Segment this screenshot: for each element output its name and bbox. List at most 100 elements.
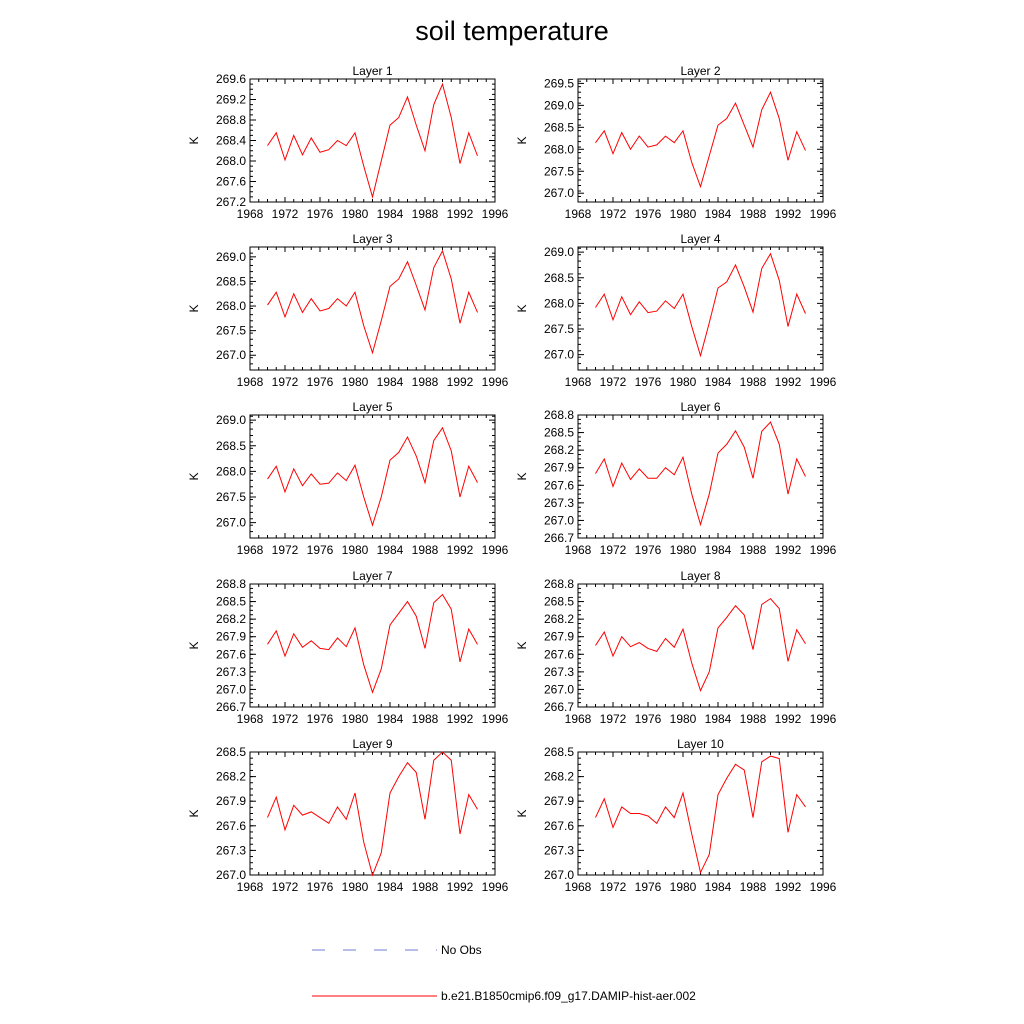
layer-1-series-line — [267, 82, 478, 199]
layer-1-ytick-label: 268.4 — [216, 134, 246, 148]
layer-9-ytick-label: 267.6 — [216, 819, 246, 833]
layer-8-ytick-label: 267.3 — [544, 665, 574, 679]
layer-4-ytick-label: 268.5 — [544, 271, 574, 285]
layer-8-ytick-label: 267.9 — [544, 630, 574, 644]
layer-3-xtick-label: 1968 — [237, 375, 264, 389]
layer-10-xtick-label: 1968 — [565, 880, 592, 894]
layer-5-ytick-label: 268.5 — [216, 439, 246, 453]
layer-5-ytick-label: 267.5 — [216, 490, 246, 504]
layer-8-ytick-label: 268.2 — [544, 612, 574, 626]
layer-10-xtick-label: 1976 — [635, 880, 662, 894]
layer-4-plot-frame — [577, 246, 824, 371]
layer-3-ytick-label: 267.0 — [216, 348, 246, 362]
layer-9-xtick-label: 1972 — [272, 880, 299, 894]
layer-1-xtick-label: 1968 — [237, 207, 264, 221]
layer-2-xtick-label: 1980 — [670, 207, 697, 221]
layer-9-xtick-label: 1968 — [237, 880, 264, 894]
legend-label-no-obs: No Obs — [441, 943, 482, 957]
layer-3-series-line — [267, 249, 478, 355]
layer-1-xtick-label: 1972 — [272, 207, 299, 221]
layer-9-xtick-label: 1980 — [342, 880, 369, 894]
layer-7-ytick-label: 266.7 — [216, 700, 246, 714]
layer-6-xtick-label: 1984 — [705, 543, 732, 557]
layer-6-ytick-label: 267.6 — [544, 478, 574, 492]
layer-7-ytick-label: 267.3 — [216, 665, 246, 679]
layer-9-xtick-label: 1996 — [482, 880, 509, 894]
layer-4-xtick-label: 1980 — [670, 375, 697, 389]
layer-5-series-line — [267, 426, 478, 527]
layer-4-xtick-label: 1972 — [600, 375, 627, 389]
layer-6-xtick-label: 1980 — [670, 543, 697, 557]
layer-2-title: Layer 2 — [680, 64, 720, 78]
legend-label-model: b.e21.B1850cmip6.f09_g17.DAMIP-hist-aer.… — [441, 989, 696, 1003]
layer-2-xtick-label: 1984 — [705, 207, 732, 221]
layer-9-xtick-label: 1988 — [412, 880, 439, 894]
panel-grid: Layer 1 1968 1972 1976 1980 1984 1988 1992 1996 2… — [187, 64, 837, 894]
layer-5-ytick-label: 268.0 — [216, 464, 246, 478]
layer-3-ytick-label: 267.5 — [216, 324, 246, 338]
layer-3-xtick-label: 1984 — [377, 375, 404, 389]
layer-5-ylabel: K — [187, 472, 201, 480]
layer-2-xtick-label: 1988 — [740, 207, 767, 221]
layer-7-title: Layer 7 — [352, 569, 392, 583]
layer-3-ytick-label: 268.0 — [216, 299, 246, 313]
layer-5-title: Layer 5 — [352, 400, 392, 414]
layer-10-ytick-label: 267.0 — [544, 868, 574, 882]
layer-1-xtick-label: 1976 — [307, 207, 334, 221]
layer-1-title: Layer 1 — [352, 64, 392, 78]
layer-3-ytick-label: 268.5 — [216, 274, 246, 288]
layer-6-ytick-label: 268.5 — [544, 426, 574, 440]
layer-2-xtick-label: 1976 — [635, 207, 662, 221]
layer-9-ytick-label: 268.2 — [216, 770, 246, 784]
layer-9-series-line — [267, 751, 478, 877]
layer-8-ytick-label: 267.6 — [544, 647, 574, 661]
layer-5-xtick-label: 1988 — [412, 543, 439, 557]
layer-8-xtick-label: 1984 — [705, 712, 732, 726]
layer-7-ytick-label: 267.9 — [216, 630, 246, 644]
layer-5-ytick-label: 267.0 — [216, 516, 246, 530]
layer-7-xtick-label: 1976 — [307, 712, 334, 726]
layer-6-xtick-label: 1976 — [635, 543, 662, 557]
layer-7-ytick-label: 268.2 — [216, 612, 246, 626]
layer-8-xtick-label: 1968 — [565, 712, 592, 726]
layer-10-xtick-label: 1980 — [670, 880, 697, 894]
layer-3-xtick-label: 1980 — [342, 375, 369, 389]
layer-1-xtick-label: 1988 — [412, 207, 439, 221]
layer-6-xtick-label: 1968 — [565, 543, 592, 557]
layer-2-xtick-label: 1972 — [600, 207, 627, 221]
layer-7-xtick-label: 1988 — [412, 712, 439, 726]
layer-8-ytick-label: 268.5 — [544, 595, 574, 609]
layer-4-xtick-label: 1996 — [810, 375, 837, 389]
panel-layer-1: Layer 1 1968 1972 1976 1980 1984 1988 1992 1996 2… — [187, 64, 509, 221]
panel-layer-4: Layer 4 1968 1972 1976 1980 1984 1988 1992 1996 2… — [515, 232, 837, 389]
layer-4-ytick-label: 267.5 — [544, 322, 574, 336]
layer-7-series-line — [267, 593, 478, 694]
layer-8-xtick-label: 1996 — [810, 712, 837, 726]
layer-10-xtick-label: 1972 — [600, 880, 627, 894]
layer-4-xtick-label: 1992 — [775, 375, 802, 389]
layer-5-xtick-label: 1992 — [447, 543, 474, 557]
layer-2-xtick-label: 1992 — [775, 207, 802, 221]
panel-layer-9: Layer 9 1968 1972 1976 1980 1984 1988 1992 1996 2… — [187, 737, 509, 894]
layer-5-xtick-label: 1968 — [237, 543, 264, 557]
layer-9-plot-frame — [249, 751, 496, 876]
layer-8-xtick-label: 1988 — [740, 712, 767, 726]
layer-10-xtick-label: 1988 — [740, 880, 767, 894]
layer-3-xtick-label: 1992 — [447, 375, 474, 389]
layer-9-ytick-label: 267.3 — [216, 843, 246, 857]
panel-layer-10: Layer 10 1968 1972 1976 1980 1984 1988 1992 1996… — [515, 737, 837, 894]
layer-4-xtick-label: 1984 — [705, 375, 732, 389]
layer-6-xtick-label: 1972 — [600, 543, 627, 557]
layer-8-xtick-label: 1972 — [600, 712, 627, 726]
layer-9-ytick-label: 268.5 — [216, 745, 246, 759]
layer-7-ytick-label: 267.0 — [216, 682, 246, 696]
layer-9-xtick-label: 1984 — [377, 880, 404, 894]
layer-6-xtick-label: 1988 — [740, 543, 767, 557]
layer-6-ytick-label: 266.7 — [544, 531, 574, 545]
layer-2-ytick-label: 267.5 — [544, 164, 574, 178]
layer-4-ytick-label: 269.0 — [544, 245, 574, 259]
layer-10-xtick-label: 1984 — [705, 880, 732, 894]
layer-7-xtick-label: 1980 — [342, 712, 369, 726]
layer-8-series-line — [595, 597, 806, 692]
panel-layer-7: Layer 7 1968 1972 1976 1980 1984 1988 1992 1996 2… — [187, 569, 509, 726]
